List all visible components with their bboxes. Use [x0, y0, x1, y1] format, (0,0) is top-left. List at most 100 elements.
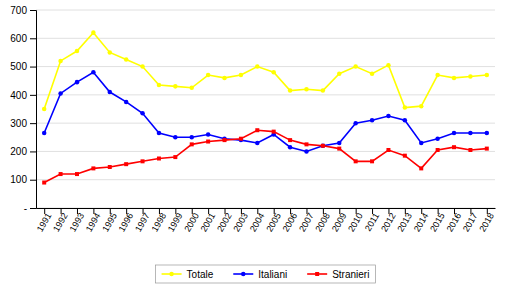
x-tick: 1998	[149, 208, 168, 233]
point	[386, 63, 391, 68]
point	[337, 141, 342, 146]
point	[189, 86, 194, 91]
point	[419, 104, 424, 109]
y-tick-label: 500	[10, 61, 27, 72]
x-tick-label: 1996	[117, 211, 136, 233]
point	[222, 76, 227, 81]
x-tick: 2016	[445, 208, 464, 233]
x-tick-label: 2011	[363, 211, 381, 233]
legend: TotaleItalianiStranieri	[156, 265, 376, 283]
point	[354, 159, 358, 163]
x-tick-label: 2001	[199, 211, 218, 233]
x-tick: 2009	[330, 208, 349, 233]
grid-line	[36, 66, 495, 67]
y-tick-label: -	[24, 203, 27, 214]
x-tick-label: 1992	[51, 211, 70, 233]
point	[190, 142, 194, 146]
point	[353, 64, 358, 69]
y-tick: 500	[10, 61, 36, 72]
x-tick: 1995	[100, 208, 119, 233]
x-tick-label: 2010	[346, 211, 365, 233]
point	[108, 165, 112, 169]
point	[485, 131, 490, 136]
point	[42, 107, 47, 112]
y-tick-label: 400	[10, 90, 27, 101]
series-line	[44, 130, 487, 182]
x-tick: 2007	[297, 208, 316, 233]
legend-marker	[241, 272, 246, 277]
point	[255, 128, 259, 132]
point	[173, 155, 177, 159]
point	[124, 162, 128, 166]
point	[75, 172, 79, 176]
plot: -100200300400500600700199119921993199419…	[10, 5, 496, 234]
y-tick-mark	[30, 208, 36, 209]
point	[435, 73, 440, 78]
x-tick: 2004	[248, 208, 267, 233]
x-tick: 2012	[379, 208, 398, 233]
point	[304, 149, 309, 154]
point	[304, 87, 309, 92]
x-tick: 1993	[68, 208, 87, 233]
x-tick-label: 2006	[281, 211, 300, 233]
point	[108, 50, 113, 55]
x-axis-line	[37, 208, 496, 209]
y-tick-mark	[30, 123, 36, 124]
point	[124, 57, 129, 62]
point	[386, 114, 391, 119]
point	[485, 73, 490, 78]
point	[42, 131, 47, 136]
x-tick: 2014	[412, 208, 431, 233]
x-tick: 1992	[51, 208, 70, 233]
y-axis-line	[30, 11, 37, 209]
x-tick-label: 1998	[149, 211, 168, 233]
x-tick-label: 2000	[182, 211, 201, 233]
x-tick: 2006	[281, 208, 300, 233]
point	[321, 144, 326, 149]
x-tick: 1994	[84, 208, 103, 233]
series	[42, 30, 489, 111]
point	[321, 88, 326, 93]
x-axis: 1991199219931994199519961997199819992000…	[35, 208, 496, 233]
x-tick-label: 2004	[248, 211, 267, 233]
x-tick: 1997	[133, 208, 152, 233]
legend-item: Totale	[162, 269, 214, 280]
x-tick-label: 2016	[445, 211, 464, 233]
point	[468, 74, 473, 79]
x-tick: 1999	[166, 208, 185, 233]
y-tick: 300	[10, 118, 36, 129]
y-tick: 200	[10, 146, 36, 157]
point	[321, 144, 325, 148]
y-tick-mark	[30, 95, 36, 96]
point	[141, 159, 145, 163]
x-tick: 2005	[264, 208, 283, 233]
x-tick-label: 1997	[133, 211, 152, 233]
y-tick-label: 200	[10, 146, 27, 157]
legend-frame	[156, 265, 376, 283]
y-tick: -	[24, 203, 36, 214]
point	[403, 105, 408, 110]
series	[42, 70, 489, 154]
point	[304, 142, 308, 146]
point	[206, 132, 211, 137]
y-tick-mark	[30, 180, 36, 181]
series-line	[44, 33, 487, 109]
grid-line	[36, 208, 495, 209]
legend-label: Italiani	[258, 269, 287, 280]
x-tick-label: 2005	[264, 211, 283, 233]
point	[189, 135, 194, 140]
x-tick-label: 2014	[412, 211, 431, 233]
x-tick: 2010	[346, 208, 365, 233]
x-tick: 1991	[35, 208, 54, 233]
point	[370, 71, 375, 76]
x-tick-label: 2012	[379, 211, 398, 233]
point	[419, 166, 423, 170]
point	[157, 131, 162, 136]
y-tick-mark	[30, 151, 36, 152]
point	[403, 154, 407, 158]
point	[255, 141, 260, 146]
x-tick-label: 2007	[297, 211, 316, 233]
series-line	[44, 72, 487, 151]
point	[157, 157, 161, 161]
y-tick-mark	[30, 10, 36, 11]
